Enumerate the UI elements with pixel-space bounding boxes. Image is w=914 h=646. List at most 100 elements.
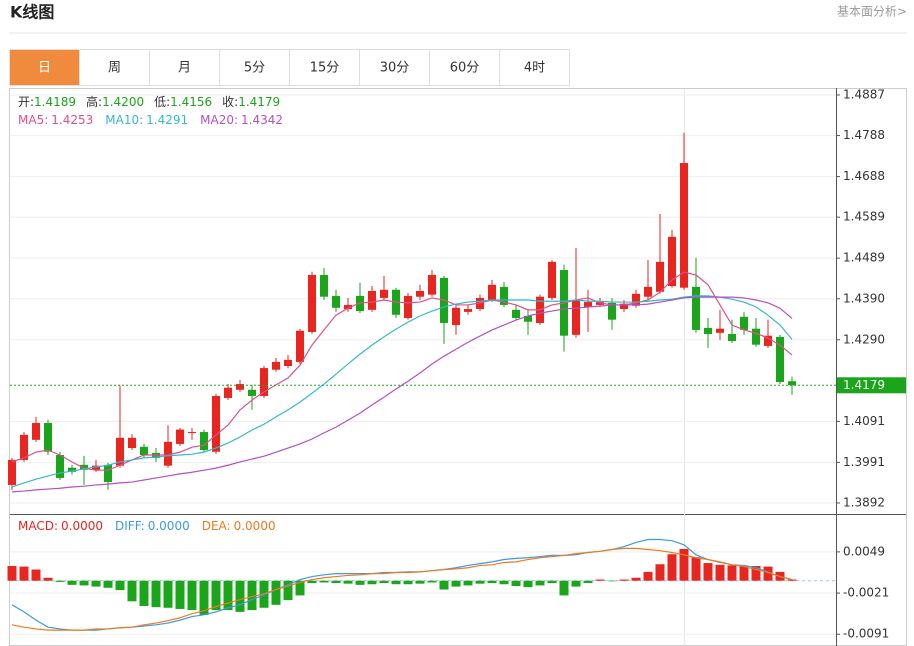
macd-bar xyxy=(91,580,101,587)
candle-body xyxy=(620,303,628,310)
last-price-label: 1.4179 xyxy=(843,378,885,392)
macd-bar xyxy=(487,580,497,584)
tab-label[interactable]: 月 xyxy=(178,61,191,76)
tab[interactable] xyxy=(149,49,220,86)
tab-label[interactable]: 30分 xyxy=(380,61,410,76)
macd-bar xyxy=(535,580,545,586)
legend-name: MACD: xyxy=(18,519,58,533)
macd-bar xyxy=(187,580,197,611)
candle-body xyxy=(44,423,52,452)
candle-body xyxy=(740,316,748,330)
candle-body xyxy=(572,300,580,335)
candle-body xyxy=(8,459,16,485)
legend-name: DIFF: xyxy=(115,519,145,533)
candle-body xyxy=(716,328,724,333)
macd-bar xyxy=(223,580,233,611)
candle-body xyxy=(248,389,256,396)
y-tick-label: -0.0021 xyxy=(843,586,889,600)
candle-body xyxy=(284,359,292,367)
info-name: 开: xyxy=(18,95,34,109)
macd-bar xyxy=(691,557,701,581)
y-tick-label: 1.3892 xyxy=(843,495,885,509)
tab-label[interactable]: 5分 xyxy=(244,61,265,76)
candle-body xyxy=(608,302,616,320)
tab-label[interactable]: 周 xyxy=(108,61,121,76)
legend-name: MA10: xyxy=(105,113,143,127)
macd-line xyxy=(11,547,793,631)
candle-body xyxy=(128,437,136,449)
tab-label[interactable]: 15分 xyxy=(310,61,340,76)
candle-body xyxy=(116,437,124,466)
candle-body xyxy=(428,274,436,295)
macd-bar xyxy=(619,579,629,581)
candle-body xyxy=(692,286,700,330)
candle-body xyxy=(212,395,220,452)
legend-value: 1.4291 xyxy=(146,113,188,127)
macd-bar xyxy=(151,580,161,608)
candle-body xyxy=(656,261,664,292)
legend-value: 0.0000 xyxy=(61,519,103,533)
info-name: 高: xyxy=(86,94,102,109)
macd-bar xyxy=(439,580,449,590)
macd-bar xyxy=(115,580,125,591)
candle-body xyxy=(764,335,772,346)
y-tick-label: 1.4390 xyxy=(843,291,885,305)
candle-body xyxy=(752,328,760,345)
macd-bar xyxy=(379,580,389,584)
macd-bar xyxy=(583,580,593,584)
tab[interactable] xyxy=(9,49,80,86)
macd-bar xyxy=(235,580,245,612)
tab[interactable] xyxy=(79,49,150,86)
macd-bar xyxy=(763,566,773,581)
macd-bar xyxy=(31,569,41,581)
macd-bar xyxy=(511,580,521,586)
macd-bar xyxy=(703,563,713,581)
y-tick-label: 1.4489 xyxy=(843,251,885,265)
macd-bar xyxy=(643,571,653,581)
macd-bar xyxy=(715,564,725,581)
macd-bar xyxy=(499,580,509,585)
candle-body xyxy=(368,290,376,310)
candle-body xyxy=(164,441,172,466)
legend-value: 0.0000 xyxy=(148,519,190,533)
candle-body xyxy=(104,464,112,483)
y-tick-label: 1.4887 xyxy=(843,87,885,101)
info-value: 1.4179 xyxy=(238,95,280,109)
candle-body xyxy=(464,309,472,312)
tab[interactable] xyxy=(219,49,290,86)
tab-label[interactable]: 4时 xyxy=(524,61,545,76)
candle-body xyxy=(176,429,184,444)
y-tick-label: -0.0091 xyxy=(843,627,889,641)
macd-bar xyxy=(787,579,797,581)
candle-body xyxy=(68,467,76,472)
macd-bar xyxy=(139,580,149,606)
candle-body xyxy=(596,302,604,305)
tab-label[interactable]: 60分 xyxy=(450,61,480,76)
candle-body xyxy=(500,286,508,305)
macd-bar xyxy=(667,554,677,581)
legend: MACD: 0.0000 DIFF: 0.0000 DEA: 0.0000 xyxy=(18,519,276,533)
fundamental-link[interactable]: 基本面分析> xyxy=(837,5,907,19)
tab[interactable] xyxy=(359,49,430,86)
macd-bar xyxy=(679,548,689,581)
candle-body xyxy=(728,334,736,342)
candle-body xyxy=(668,236,676,287)
macd-bar xyxy=(523,580,533,588)
tab-label[interactable]: 日 xyxy=(38,61,51,76)
legend-name: MA20: xyxy=(200,113,238,127)
candle-body xyxy=(476,297,484,310)
tab[interactable] xyxy=(499,49,570,86)
legend-value: 1.4342 xyxy=(241,113,283,127)
macd-bar xyxy=(355,580,365,585)
macd-bar xyxy=(739,566,749,581)
macd-bar xyxy=(247,580,257,611)
candle-body xyxy=(704,327,712,335)
candle-body xyxy=(320,274,328,297)
macd-bar xyxy=(307,580,317,584)
candle-body xyxy=(380,289,388,298)
candle-body xyxy=(56,455,64,478)
macd-bar xyxy=(475,580,485,584)
candle-body xyxy=(404,295,412,319)
